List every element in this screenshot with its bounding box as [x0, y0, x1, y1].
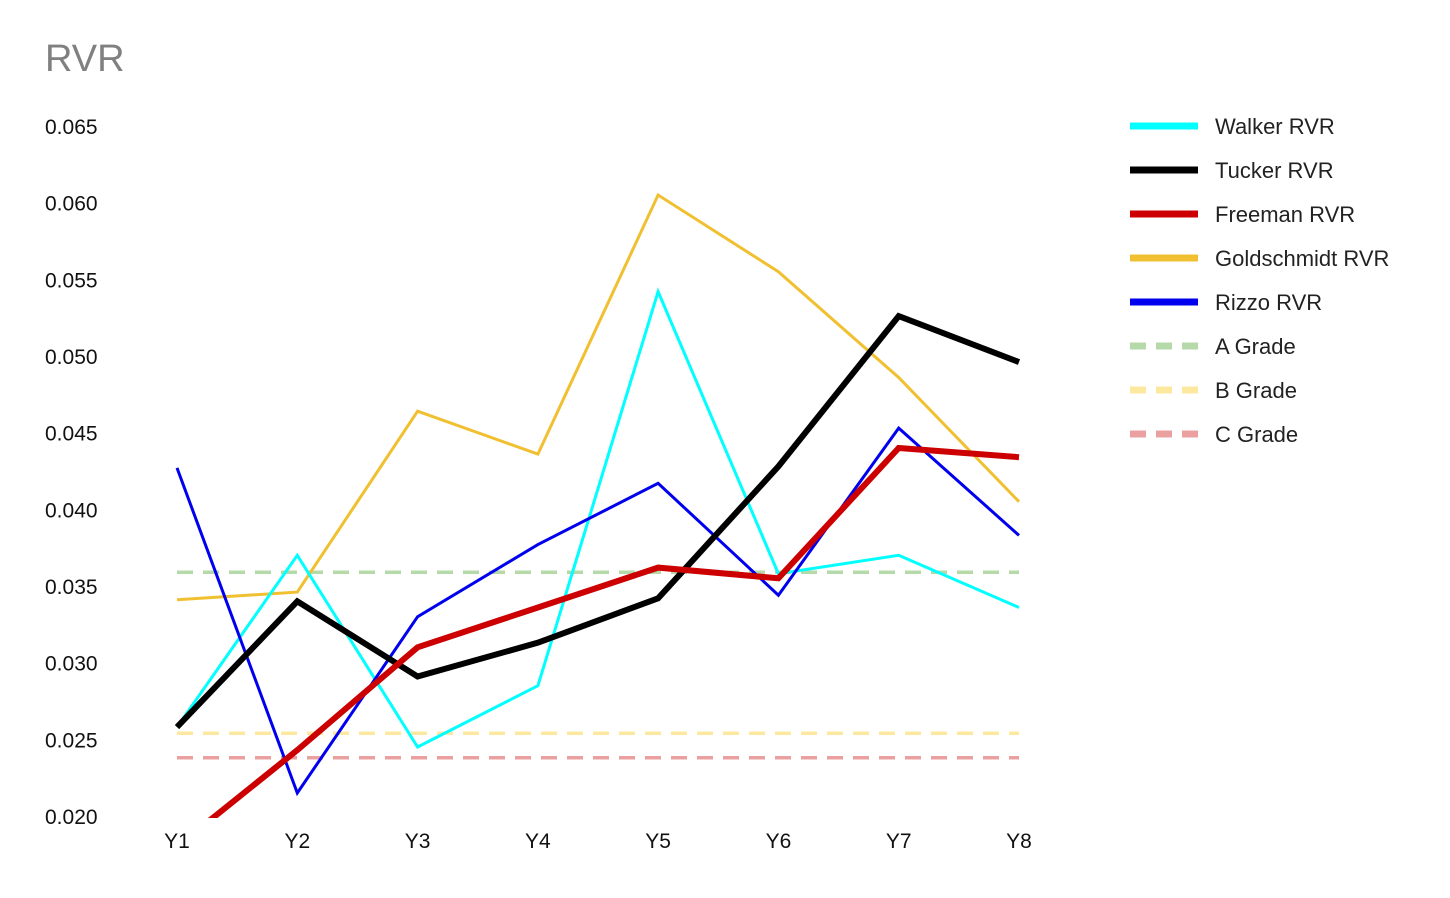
- y-tick-label: 0.050: [45, 346, 98, 369]
- y-tick-label: 0.040: [45, 499, 98, 522]
- y-axis-ticks: 0.065 0.060 0.055 0.050 0.045 0.040 0.035 0.030…: [45, 116, 98, 829]
- x-tick-label: Y2: [284, 830, 310, 853]
- x-axis-ticks: Y1 Y2 Y3 Y4 Y5 Y6 Y7 Y8: [164, 830, 1032, 853]
- y-tick-label: 0.035: [45, 576, 98, 599]
- series-line-walker-rvr: [175, 287, 1020, 749]
- x-tick-label: Y3: [405, 830, 431, 853]
- y-tick-label: 0.060: [45, 193, 98, 216]
- legend-label: Tucker RVR: [1215, 158, 1334, 183]
- legend-label: Walker RVR: [1215, 114, 1335, 139]
- x-tick-label: Y5: [645, 830, 671, 853]
- legend-label: Rizzo RVR: [1215, 290, 1322, 315]
- x-tick-label: Y6: [766, 830, 792, 853]
- legend-label: A Grade: [1215, 334, 1296, 359]
- series-line-tucker-rvr: [174, 312, 1021, 730]
- y-tick-label: 0.045: [45, 423, 98, 446]
- legend-label: C Grade: [1215, 422, 1298, 447]
- y-tick-label: 0.025: [45, 729, 98, 752]
- legend-label: B Grade: [1215, 378, 1297, 403]
- series-line-goldschmidt-rvr: [176, 192, 1021, 602]
- x-tick-label: Y1: [164, 830, 190, 853]
- y-tick-label: 0.065: [45, 116, 98, 139]
- series-layer: [174, 192, 1021, 818]
- series-line-freeman-rvr: [207, 444, 1020, 818]
- y-tick-label: 0.055: [45, 269, 98, 292]
- y-tick-label: 0.020: [45, 806, 98, 829]
- legend-label: Freeman RVR: [1215, 202, 1355, 227]
- series-line-rizzo-rvr: [175, 425, 1020, 797]
- legend: Walker RVR Tucker RVR Freeman RVR Goldschmi…: [1130, 114, 1389, 447]
- x-tick-label: Y7: [886, 830, 912, 853]
- y-tick-label: 0.030: [45, 653, 98, 676]
- chart-title: RVR: [45, 38, 125, 80]
- x-tick-label: Y4: [525, 830, 551, 853]
- legend-label: Goldschmidt RVR: [1215, 246, 1389, 271]
- x-tick-label: Y8: [1006, 830, 1032, 853]
